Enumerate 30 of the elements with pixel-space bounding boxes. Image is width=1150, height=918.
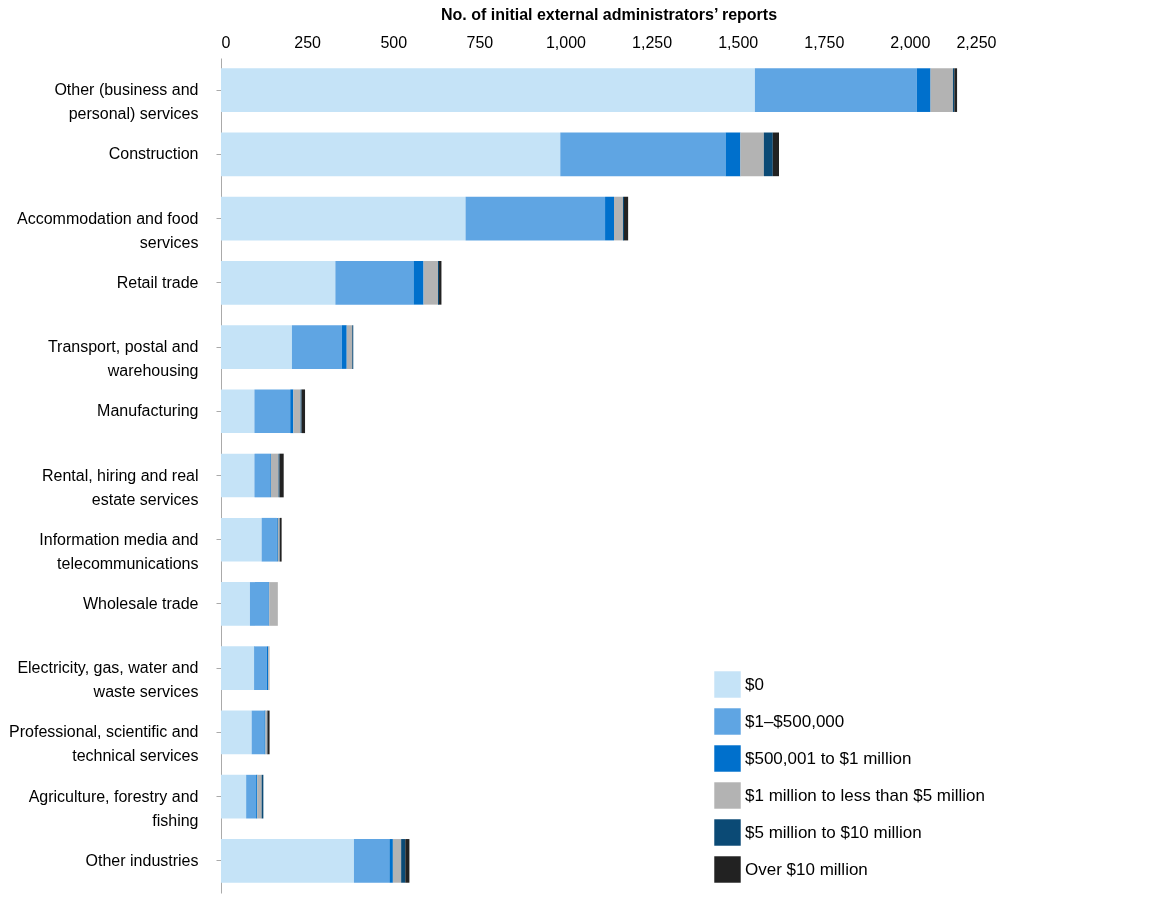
y-tick-label: Professional, scientific and technical services (9, 723, 199, 765)
y-tick-label: Construction (108, 145, 199, 163)
x-tick-label: 1,250 (632, 33, 673, 51)
x-tick-label: 2,250 (956, 33, 997, 51)
x-tick-label: 500 (380, 33, 408, 51)
y-tick-label: Accommodation and food services (17, 209, 199, 251)
x-tick-label: 2,000 (890, 33, 931, 51)
legend-label: $1 million to less than $5 million (745, 785, 986, 805)
y-tick-label: Other industries (85, 851, 199, 869)
legend-label: $5 million to $10 million (745, 822, 922, 842)
y-tick-label: Manufacturing (97, 402, 199, 420)
y-tick-label: Transport, postal and warehousing (47, 338, 199, 380)
x-tick-label: 1,750 (804, 33, 845, 51)
legend-label: Over $10 million (745, 859, 868, 879)
x-tick-label: 750 (466, 33, 494, 51)
y-tick-label: Other (business and personal) services (54, 81, 199, 123)
y-tick-label: Information media and telecommunications (39, 530, 199, 572)
legend-label: $0 (745, 674, 764, 694)
y-tick-label: Retail trade (116, 273, 199, 291)
y-tick-label: Electricity, gas, water and waste services (17, 659, 199, 701)
y-tick-label: Wholesale trade (82, 594, 199, 612)
legend-label: $1–$500,000 (745, 711, 845, 731)
x-tick-label: 250 (294, 33, 322, 51)
x-tick-label: 1,500 (718, 33, 759, 51)
legend-label: $500,001 to $1 million (745, 748, 912, 768)
y-tick-label: Rental, hiring and real estate services (41, 466, 199, 508)
x-tick-label: 0 (221, 33, 231, 51)
y-tick-label: Agriculture, forestry and fishing (28, 787, 199, 829)
x-axis-title: No. of initial external administrators’ reports (440, 5, 778, 23)
x-tick-label: 1,000 (545, 33, 587, 51)
